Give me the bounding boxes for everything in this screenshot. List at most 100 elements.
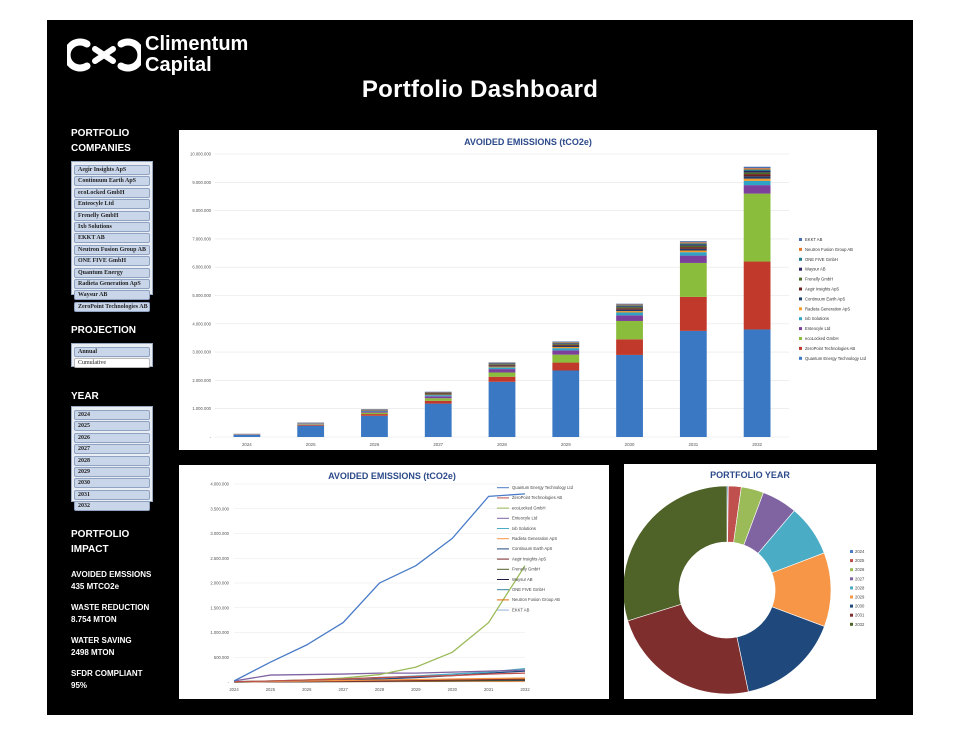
bar-segment — [743, 329, 771, 437]
bar-segment — [616, 309, 643, 312]
year-filter-6[interactable]: 2030 — [74, 478, 150, 489]
donut-legend-label: 2027 — [855, 576, 865, 581]
bar-y-tick-label: 10.000.000 — [190, 152, 212, 157]
bar-segment — [552, 362, 580, 371]
bar-segment — [743, 178, 771, 181]
year-filter-4[interactable]: 2028 — [74, 455, 150, 466]
bar-segment — [743, 176, 771, 179]
bar-segment — [552, 343, 580, 345]
company-filter-2[interactable]: ecoLocked GmbH — [74, 187, 150, 198]
bar-segment — [361, 412, 388, 415]
companies-slicer[interactable]: Aegir Insights ApS Continuum Earth ApS eco… — [71, 161, 153, 312]
kpi-value-1: 8.754 MTON — [71, 615, 117, 624]
line-series — [233, 669, 526, 682]
bar-segment — [552, 350, 580, 355]
bar-segment — [616, 306, 643, 308]
line-legend-label: ONE FIVE GmbH — [512, 587, 545, 592]
company-filter-7[interactable]: Neutron Fusion Group AB — [74, 244, 150, 255]
year-slicer[interactable]: 2024 2025 2026 2027 2028 2029 2030 2031 2032 — [71, 406, 153, 512]
bar-segment — [679, 250, 707, 253]
line-legend-label: Continuum Earth ApS — [512, 546, 552, 551]
bar-segment — [233, 434, 261, 437]
company-filter-5[interactable]: Ixb Solutions — [74, 221, 150, 232]
bar-segment — [679, 252, 707, 256]
year-filter-0[interactable]: 2024 — [74, 410, 150, 420]
company-filter-12[interactable]: ZeroPoint Technologies AB — [74, 301, 150, 312]
line-x-tick-label: 2026 — [302, 687, 312, 692]
bar-y-tick-label: 3.000.000 — [192, 350, 211, 355]
line-y-tick-label: - — [228, 680, 230, 685]
donut-legend-label: 2032 — [855, 622, 865, 627]
donut-legend-label: 2028 — [855, 585, 865, 590]
company-filter-1[interactable]: Continuum Earth ApS — [74, 176, 150, 187]
line-legend-label: Frenelly GmbH — [512, 567, 540, 572]
donut-chart-panel: PORTFOLIO YEAR 2024 2025 2026 2027 2028 2029 2… — [622, 464, 876, 699]
company-filter-11[interactable]: Waysur AB — [74, 290, 150, 301]
bar-segment — [361, 415, 388, 437]
company-filter-8[interactable]: ONE FIVE GmbH — [74, 256, 150, 267]
company-filter-3[interactable]: Enteocyle Ltd — [74, 199, 150, 210]
bar-segment — [616, 339, 643, 355]
company-filter-9[interactable]: Quantum Energy — [74, 267, 150, 278]
bar-x-tick-label: 2026 — [370, 442, 380, 447]
bar-segment — [424, 393, 452, 394]
line-series — [233, 493, 526, 682]
line-x-tick-label: 2032 — [520, 687, 530, 692]
bar-segment — [616, 315, 643, 321]
year-filter-2[interactable]: 2026 — [74, 432, 150, 443]
company-filter-6[interactable]: EKKT AB — [74, 233, 150, 244]
bar-segment — [679, 296, 707, 331]
impact-heading: PORTFOLIO IMPACT — [71, 527, 181, 557]
bar-legend-label: Continuum Earth ApS — [805, 296, 845, 301]
kpi-label-2: WATER SAVING — [71, 636, 132, 645]
bar-segment — [743, 168, 771, 170]
bar-segment — [679, 241, 707, 243]
bar-segment — [552, 345, 580, 348]
line-legend-label: ecoLocked GmbH — [512, 505, 546, 510]
bar-legend-swatch — [799, 327, 802, 331]
bar-segment — [488, 372, 516, 377]
bar-y-tick-label: 9.000.000 — [192, 180, 211, 185]
bar-x-tick-label: 2028 — [497, 442, 507, 447]
bar-x-tick-label: 2025 — [306, 442, 316, 447]
donut-legend-swatch — [850, 595, 853, 599]
bar-segment — [679, 243, 707, 245]
year-filter-8[interactable]: 2032 — [74, 501, 150, 512]
bar-segment — [616, 305, 643, 307]
line-chart: - 500.000 1.000.000 1.500.000 2.000.000 2.500… — [210, 482, 573, 693]
projection-option-1[interactable]: Cumulative — [74, 358, 150, 369]
projection-slicer[interactable]: Annual Cumulative — [71, 343, 153, 369]
year-filter-7[interactable]: 2031 — [74, 489, 150, 500]
bar-segment — [616, 354, 643, 437]
bar-legend-label: ZeroPoint Technologies AB — [805, 346, 855, 351]
line-x-tick-label: 2027 — [338, 687, 348, 692]
brand-name-line1: Climentum — [145, 33, 249, 55]
bar-legend-label: ecoLocked GmbH — [805, 336, 839, 341]
company-filter-4[interactable]: Frenelly GmbH — [74, 210, 150, 221]
bar-segment — [297, 425, 325, 437]
bar-segment — [552, 342, 580, 344]
stacked-bar-chart-panel: AVOIDED EMISSIONS (tCO2e) - 1.000.000 2.00… — [179, 130, 877, 450]
company-filter-10[interactable]: Radieta Generation ApS — [74, 278, 150, 289]
bar-y-tick-label: - — [210, 435, 212, 440]
bar-segment — [552, 347, 580, 349]
bar-segment — [616, 304, 643, 306]
year-filter-3[interactable]: 2027 — [74, 444, 150, 455]
bar-y-tick-label: 7.000.000 — [192, 236, 211, 241]
bar-segment — [488, 366, 516, 368]
line-legend-label: Ixb Solutions — [512, 526, 536, 531]
bar-legend-label: Waysur AB — [805, 267, 826, 272]
impact-heading-line2: IMPACT — [71, 544, 109, 555]
bar-segment — [679, 245, 707, 248]
projection-option-0[interactable]: Annual — [74, 347, 150, 357]
year-filter-1[interactable]: 2025 — [74, 421, 150, 432]
donut-legend-label: 2024 — [855, 549, 865, 554]
line-legend-label: EKKT AB — [512, 607, 530, 612]
bar-legend-label: ONE FIVE GmbH — [805, 257, 838, 262]
bar-x-tick-label: 2030 — [625, 442, 635, 447]
line-x-tick-label: 2029 — [411, 687, 421, 692]
bar-legend-swatch — [799, 238, 802, 241]
company-filter-0[interactable]: Aegir Insights ApS — [74, 165, 150, 175]
bar-y-tick-label: 5.000.000 — [192, 293, 211, 298]
year-filter-5[interactable]: 2029 — [74, 466, 150, 477]
